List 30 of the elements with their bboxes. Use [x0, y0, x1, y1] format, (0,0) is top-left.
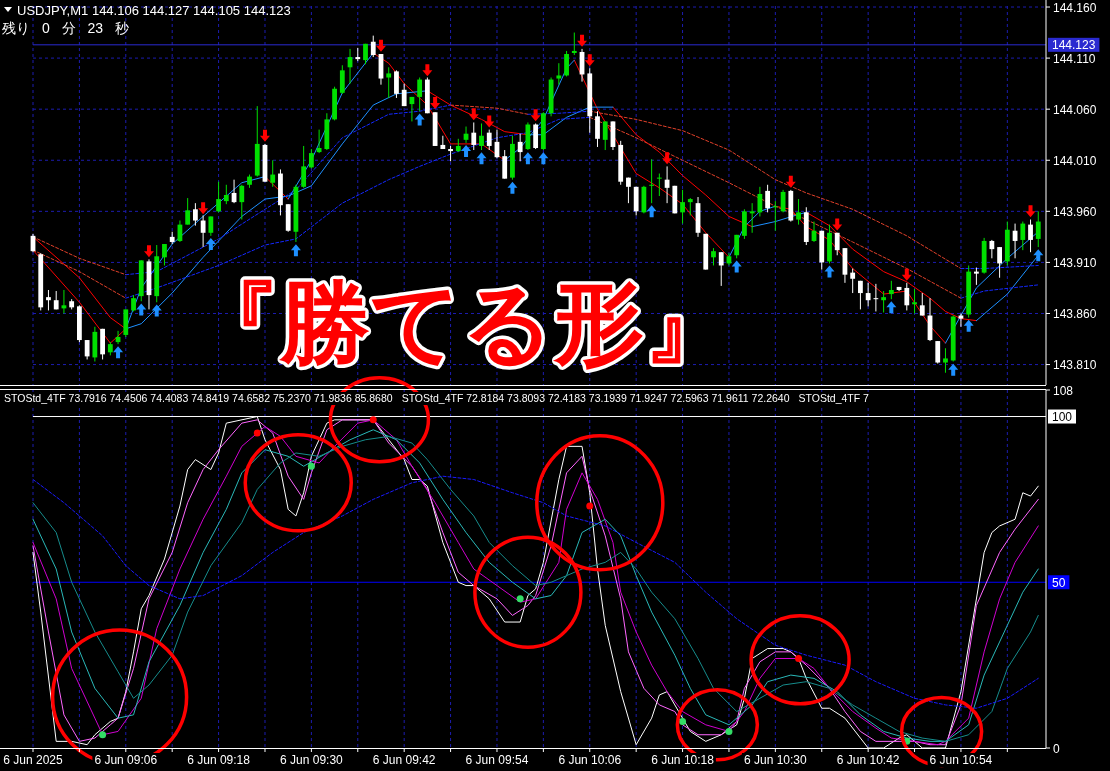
annotation: 『勝てる形』	[190, 273, 734, 373]
x-tick-label: 6 Jun 09:42	[372, 753, 436, 767]
x-tick-label: 6 Jun 10:54	[929, 753, 993, 767]
ref-line-label: 50	[1052, 575, 1066, 590]
x-tick-label: 6 Jun 2025	[3, 753, 64, 767]
y-tick-label: 144.160	[1053, 0, 1097, 15]
annotation: STOStd_4TF 72.8184 73.8093 72.4183 73.1939 71.9247 72.5963 71.9611 72.2640	[401, 392, 790, 404]
ref-line-label: 144.123	[1052, 38, 1096, 53]
y-tick-label: 143.910	[1053, 255, 1097, 270]
y-tick-label: 144.010	[1053, 153, 1097, 168]
y-tick-label: 144.060	[1053, 102, 1097, 117]
x-tick-label: 6 Jun 10:30	[743, 753, 808, 767]
x-tick-label: 6 Jun 09:30	[280, 753, 344, 767]
x-tick-label: 6 Jun 10:06	[558, 753, 622, 767]
chart-title: USDJPY,M1 144.106 144.127 144.105 144.123	[17, 3, 291, 18]
ref-line-label: 100	[1052, 410, 1073, 425]
x-tick-label: 6 Jun 10:18	[651, 753, 715, 767]
y-tick-label: 143.960	[1053, 204, 1097, 219]
x-tick-label: 6 Jun 09:54	[465, 753, 529, 767]
y-tick-label: 143.810	[1053, 358, 1097, 373]
annotation: STOStd_4TF 7	[798, 392, 870, 404]
x-tick-label: 6 Jun 10:42	[836, 753, 900, 767]
x-tick-label: 6 Jun 09:06	[94, 753, 158, 767]
y-tick-label: 0	[1053, 741, 1060, 756]
y-tick-label: 108	[1053, 383, 1074, 398]
y-tick-label: 144.110	[1053, 51, 1096, 66]
y-tick-label: 143.860	[1053, 306, 1097, 321]
annotation: 残り 0 分 23 秒	[2, 20, 129, 36]
annotation: STOStd_4TF 73.7916 74.4506 74.4083 74.8419 74.6582 75.2370 71.9836 85.8680	[4, 392, 393, 404]
x-tick-label: 6 Jun 09:18	[187, 753, 251, 767]
